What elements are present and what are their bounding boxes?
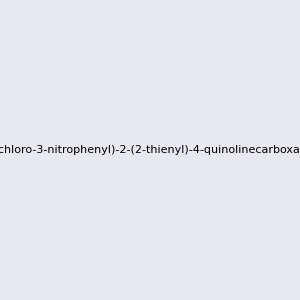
Text: N-(4-chloro-3-nitrophenyl)-2-(2-thienyl)-4-quinolinecarboxamide: N-(4-chloro-3-nitrophenyl)-2-(2-thienyl)… bbox=[0, 145, 300, 155]
